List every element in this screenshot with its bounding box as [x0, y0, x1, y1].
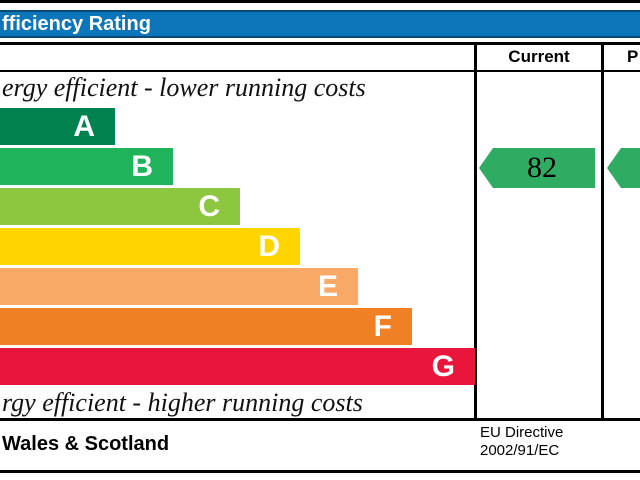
eu-directive-line2: 2002/91/EC [480, 442, 560, 459]
caption-inefficient-higher-costs: rgy efficient - higher running costs [2, 388, 363, 417]
band-c: C [0, 188, 240, 225]
title-bar: fficiency Rating [0, 10, 640, 38]
potential-column-left-border [601, 42, 604, 421]
footer-eu-directive: EU Directive 2002/91/EC [480, 424, 563, 460]
chart-bottom-border [0, 418, 640, 421]
band-a: A [0, 108, 115, 145]
current-column-header: Current [508, 47, 570, 66]
footer-bottom-border [0, 470, 640, 473]
band-letter-g: G [431, 349, 455, 383]
top-border-line [0, 0, 640, 3]
current-rating-arrow: 82 [479, 148, 595, 188]
band-g: G [0, 348, 475, 385]
current-column-left-border [474, 42, 477, 421]
current-rating-value: 82 [527, 151, 557, 184]
band-e: E [0, 268, 358, 305]
band-b: B [0, 148, 173, 185]
page-title: fficiency Rating [2, 12, 151, 35]
band-letter-c: C [198, 189, 220, 223]
band-letter-a: A [73, 109, 95, 143]
band-letter-f: F [373, 309, 392, 343]
band-letter-d: D [258, 229, 280, 263]
potential-column-header: P [627, 47, 639, 66]
band-letter-e: E [317, 269, 338, 303]
band-d: D [0, 228, 300, 265]
footer-region-label: Wales & Scotland [2, 433, 170, 455]
header-separator-line [0, 70, 640, 72]
band-f: F [0, 308, 412, 345]
eu-directive-line1: EU Directive [480, 424, 564, 441]
caption-efficient-lower-costs: ergy efficient - lower running costs [2, 73, 366, 102]
band-letter-b: B [131, 149, 153, 183]
potential-rating-arrow [607, 148, 640, 188]
table-top-border [0, 42, 640, 45]
